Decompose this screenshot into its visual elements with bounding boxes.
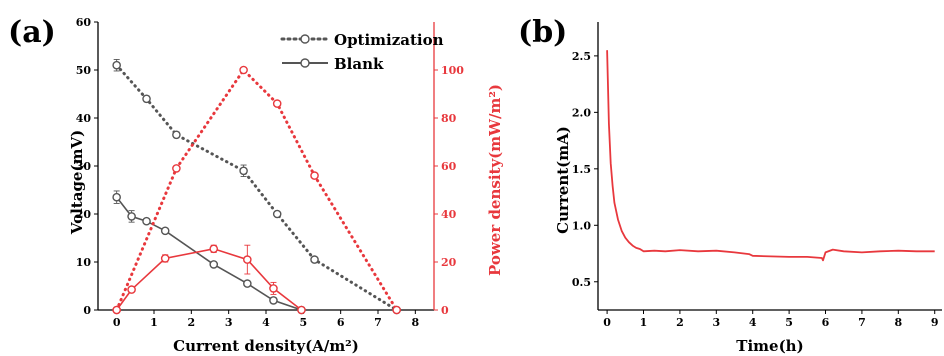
chart-b-x-tick-label: 9 — [931, 316, 939, 329]
chart-a-y-tick-label-left: 40 — [76, 112, 92, 125]
series-voltage-blank-point — [243, 279, 252, 288]
chart-a-x-tick-label: 2 — [188, 316, 196, 329]
series-power-blank-point — [127, 285, 136, 294]
series-power-optimization-point — [272, 99, 282, 108]
chart-a-x-tick-label: 6 — [337, 316, 345, 329]
chart-b-y-tick-label: 0.5 — [572, 276, 591, 289]
chart-a-y-tick-label-left: 60 — [76, 16, 92, 29]
chart-a-x-tick-label: 8 — [412, 316, 420, 329]
series-power-optimization-point — [172, 164, 181, 173]
series-power-blank-point — [209, 244, 219, 254]
legend-label-optimization: Optimization — [334, 31, 444, 49]
series-power-optimization-point — [392, 305, 401, 315]
chart-a-x-tick-label: 5 — [300, 316, 308, 329]
chart-a-y-tick-label-left: 30 — [76, 160, 92, 173]
series-voltage-optimization-point — [172, 130, 181, 140]
chart-b-y-tick-label: 1.5 — [572, 163, 591, 176]
chart-b-x-tick-label: 2 — [676, 316, 684, 329]
chart-a-y-tick-label-right: 60 — [441, 160, 457, 173]
chart-b-x-tick-label: 4 — [749, 316, 757, 329]
chart-b-y-tick-label: 2.0 — [572, 106, 591, 119]
series-voltage-blank-point — [127, 212, 136, 221]
series-power-optimization-point — [239, 65, 248, 75]
chart-b: 0 1 2 3 4 5 6 7 8 9 0.5 1.0 1.5 2.0 2.5 — [572, 22, 942, 329]
chart-a-y-tick-label-right: 40 — [441, 208, 457, 221]
panel-label-a: (a) — [8, 15, 56, 50]
chart-b-x-tick-label: 7 — [858, 316, 866, 329]
chart-a-x-tick-label: 0 — [113, 316, 121, 329]
chart-a-x-axis-title: Current density(A/m²) — [173, 337, 359, 355]
chart-a-y-tick-label-right: 80 — [441, 112, 457, 125]
chart-a-x-tick-label: 3 — [225, 316, 233, 329]
series-power-blank-point — [160, 254, 170, 263]
legend-label-blank: Blank — [334, 55, 384, 73]
legend-marker-optimization — [300, 34, 310, 44]
chart-a-y-tick-label-right: 20 — [441, 256, 457, 269]
series-voltage-blank-point — [269, 296, 278, 305]
chart-b-x-tick-label: 5 — [785, 316, 793, 329]
series-voltage-optimization-line — [115, 63, 399, 312]
chart-b-x-axis-title: Time(h) — [736, 337, 803, 355]
chart-a-y-axis-title-left: Voltage(mV) — [68, 130, 86, 235]
series-power-optimization-point — [310, 171, 319, 180]
chart-a-x-tick-label: 7 — [374, 316, 382, 329]
chart-b-y-tick-label: 1.0 — [572, 219, 591, 232]
chart-b-x-tick-label: 0 — [603, 316, 611, 329]
legend-marker-blank — [300, 58, 310, 68]
chart-a-x-tick-label: 1 — [150, 316, 158, 329]
series-voltage-optimization-point — [239, 166, 248, 176]
chart-b-y-tick-label: 2.5 — [572, 50, 591, 63]
series-power-optimization-line — [115, 67, 399, 312]
series-voltage-optimization-point — [112, 60, 121, 70]
chart-a-y-axis-title-right: Power density(mW/m²) — [486, 84, 504, 276]
series-voltage-blank-point — [142, 216, 151, 226]
chart-a-legend: Optimization Blank — [280, 31, 444, 73]
chart-a-x-tick-label: 4 — [262, 316, 270, 329]
chart-a-y-tick-label-right: 100 — [441, 64, 464, 77]
chart-b-x-tick-label: 1 — [640, 316, 648, 329]
chart-a-y-tick-label-right: 0 — [441, 304, 449, 317]
series-voltage-blank-point — [112, 192, 121, 202]
chart-a-y-tick-label-left: 0 — [83, 304, 91, 317]
chart-a-y-tick-label-left: 10 — [76, 256, 92, 269]
chart-b-x-tick-label: 6 — [822, 316, 830, 329]
chart-b-x-tick-label: 3 — [712, 316, 720, 329]
series-voltage-optimization-point — [272, 209, 282, 219]
series-power-blank-point — [297, 305, 306, 315]
chart-b-x-tick-label: 8 — [894, 316, 902, 329]
series-current-line — [606, 50, 935, 262]
series-power-blank-point — [269, 284, 278, 293]
series-voltage-blank-point — [160, 226, 170, 236]
series-voltage-optimization-point — [142, 94, 151, 104]
chart-a-y-tick-label-left: 20 — [76, 208, 92, 221]
series-power-blank-point — [243, 255, 252, 264]
chart-a-y-tick-label-left: 50 — [76, 64, 92, 77]
series-voltage-blank-point — [209, 260, 219, 269]
series-power-blank-point — [112, 305, 121, 315]
series-voltage-optimization-point — [310, 255, 319, 264]
chart-b-y-axis-title: Current(mA) — [554, 126, 572, 234]
panel-label-b: (b) — [518, 15, 567, 50]
